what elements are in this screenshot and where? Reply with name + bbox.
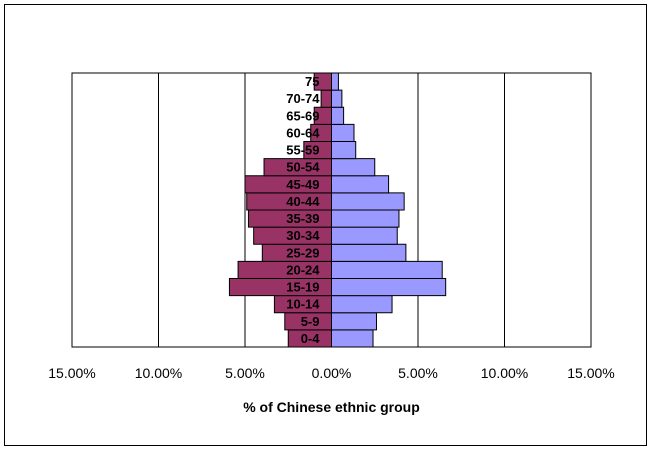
age-group-label: 5-9 — [301, 314, 320, 329]
x-tick-label: 5.00% — [398, 365, 438, 381]
age-group-label: 25-29 — [286, 245, 319, 260]
age-group-label: 60-64 — [286, 125, 320, 140]
bar-right — [331, 123, 355, 142]
x-tick-label: 10.00% — [481, 365, 528, 381]
x-tick-label: 15.00% — [567, 365, 614, 381]
age-group-label: 15-19 — [286, 280, 319, 295]
category-labels: 0-4 5-9 10-14 15-19 20-24 25-29 30-34 35-39 40-4… — [286, 74, 320, 346]
age-group-label: 55-59 — [286, 143, 319, 158]
age-group-label: 35-39 — [286, 211, 319, 226]
bar-right — [331, 192, 405, 211]
bar-right — [331, 209, 400, 228]
bar-right — [331, 106, 345, 125]
bars — [228, 72, 447, 348]
x-axis-label: % of Chinese ethnic group — [243, 399, 420, 415]
x-tick-label: 10.00% — [135, 365, 182, 381]
x-tick-label: 15.00% — [48, 365, 95, 381]
age-group-label: 30-34 — [286, 228, 320, 243]
bar-right — [331, 295, 393, 314]
age-group-label: 45-49 — [286, 177, 319, 192]
bar-left — [320, 89, 332, 108]
x-tick-label: 0.00% — [312, 365, 352, 381]
bar-right — [331, 175, 390, 194]
bar-right — [331, 141, 357, 160]
x-tick-label: 5.00% — [225, 365, 265, 381]
age-group-label: 75 — [305, 74, 319, 89]
bar-right — [331, 329, 374, 348]
age-group-label: 65-69 — [286, 108, 319, 123]
age-group-label: 20-24 — [286, 262, 320, 277]
bar-right — [331, 278, 447, 297]
age-group-label: 10-14 — [286, 297, 320, 312]
age-group-label: 70-74 — [286, 91, 320, 106]
bar-right — [331, 89, 343, 108]
bar-right — [331, 72, 339, 91]
bar-right — [331, 158, 376, 177]
bar-right — [331, 260, 443, 279]
bar-right — [331, 243, 407, 262]
age-group-label: 50-54 — [286, 160, 320, 175]
age-group-label: 40-44 — [286, 194, 320, 209]
bar-right — [331, 226, 398, 245]
age-group-label: 0-4 — [301, 331, 321, 346]
bar-right — [331, 312, 377, 331]
x-tick-labels: 15.00% 10.00% 5.00% 0.00% 5.00% 10.00% 15.00% — [48, 365, 614, 381]
